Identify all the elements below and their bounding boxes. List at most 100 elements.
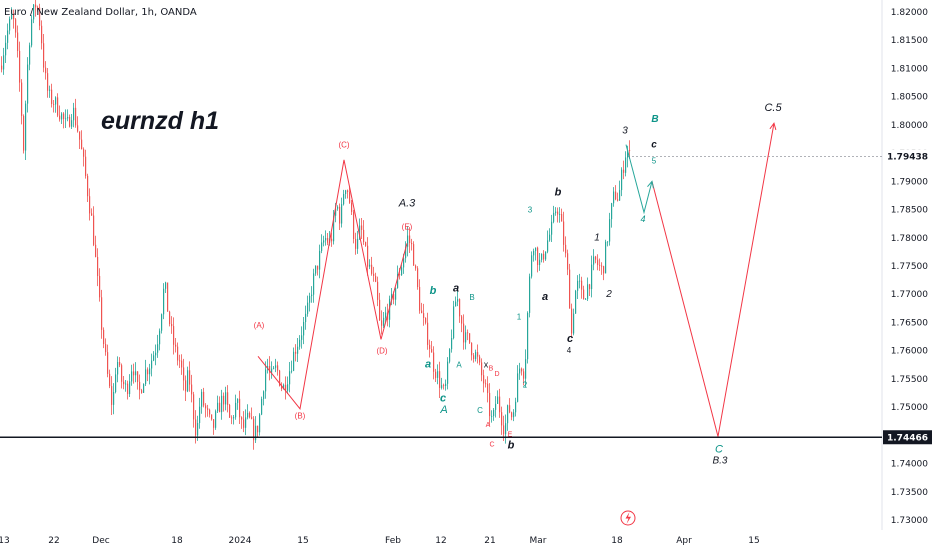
candle-body — [273, 367, 275, 369]
candle-body — [501, 412, 503, 426]
x-tick-label: 18 — [611, 536, 623, 546]
candle-body — [241, 417, 243, 420]
candle-body — [585, 298, 587, 300]
candle-body — [307, 302, 309, 314]
candle-body — [285, 384, 287, 391]
y-tick-label: 1.75500 — [891, 375, 928, 385]
y-tick-label: 1.77500 — [891, 262, 928, 272]
candle-body — [535, 247, 537, 251]
candle-body — [121, 365, 123, 382]
candle-body — [543, 253, 545, 260]
candle-body — [459, 299, 461, 317]
candle-body — [71, 120, 73, 127]
wave-label: C — [477, 406, 483, 415]
candle-body — [145, 369, 147, 385]
candle-body — [199, 406, 201, 424]
y-tick-label: 1.80500 — [891, 93, 928, 103]
x-tick-label: 2024 — [229, 536, 252, 546]
candle-body — [533, 250, 535, 256]
candle-body — [493, 409, 495, 416]
candle-body — [361, 225, 363, 230]
wave-label: B — [651, 114, 658, 125]
wave-label: a — [453, 282, 459, 294]
candle-body — [251, 417, 253, 419]
candle-body — [143, 384, 145, 393]
candle-body — [269, 365, 271, 373]
candle-body — [471, 342, 473, 356]
candle-body — [259, 414, 261, 433]
candle-body — [41, 25, 43, 44]
x-tick-label: Mar — [530, 536, 547, 546]
wave-label: (E) — [402, 222, 413, 231]
candle-body — [257, 425, 259, 433]
candle-body — [243, 419, 245, 428]
wave-label: 1 — [594, 233, 600, 244]
candle-body — [209, 409, 211, 415]
y-tick-label: 1.75000 — [891, 403, 928, 413]
candle-body — [195, 419, 197, 436]
candle-body — [107, 352, 109, 374]
candle-body — [325, 238, 327, 241]
wave-label: 5 — [652, 156, 657, 165]
candle-body — [367, 245, 369, 267]
candle-body — [303, 322, 305, 336]
candle-body — [569, 269, 571, 309]
candle-body — [331, 238, 333, 242]
candle-body — [167, 282, 169, 312]
candle-body — [67, 117, 69, 119]
candle-body — [337, 206, 339, 209]
candle-body — [371, 264, 373, 274]
candle-body — [149, 368, 151, 375]
x-tick-label: 15 — [748, 536, 759, 546]
candle-body — [539, 259, 541, 266]
candle-body — [491, 415, 493, 417]
wave-label: b — [508, 439, 515, 451]
lightning-icon[interactable] — [620, 510, 636, 526]
candle-body — [17, 32, 19, 51]
current-price-tag — [883, 149, 932, 164]
y-tick-label: 1.79000 — [891, 177, 928, 187]
wave-label: a — [542, 291, 548, 303]
candle-body — [43, 43, 45, 68]
candle-body — [623, 169, 625, 173]
y-tick-label: 1.80000 — [891, 121, 928, 131]
x-tick-label: 12 — [435, 536, 446, 546]
candle-body — [109, 373, 111, 387]
x-tick-label: 18 — [171, 536, 183, 546]
candle-body — [221, 395, 223, 413]
candle-body — [235, 402, 237, 418]
candle-body — [333, 215, 335, 242]
candle-body — [83, 149, 85, 157]
y-tick-label: 1.74000 — [891, 460, 928, 470]
wave-label: a — [425, 359, 431, 371]
candle-body — [495, 403, 497, 410]
candle-body — [545, 251, 547, 260]
candle-body — [525, 359, 527, 379]
candle-body — [181, 360, 183, 368]
x-tick-label: 13 — [0, 536, 10, 546]
candle-body — [499, 396, 501, 413]
candle-body — [211, 414, 213, 420]
candle-body — [509, 405, 511, 413]
candle-body — [253, 418, 255, 441]
candle-body — [9, 18, 11, 31]
wave-label: A — [439, 404, 447, 416]
candle-body — [79, 131, 81, 140]
candle-body — [315, 265, 317, 274]
candle-body — [255, 425, 257, 441]
candle-body — [421, 310, 423, 314]
candle-body — [5, 42, 7, 56]
candle-body — [445, 383, 447, 386]
candle-body — [599, 265, 601, 266]
candle-body — [275, 365, 277, 368]
candle-body — [591, 264, 593, 290]
candle-body — [513, 412, 515, 418]
candle-body — [323, 240, 325, 243]
candle-body — [225, 392, 227, 405]
candle-body — [597, 259, 599, 266]
candle-body — [475, 352, 477, 359]
candle-body — [93, 215, 95, 245]
candle-body — [7, 30, 9, 43]
candle-body — [405, 246, 407, 259]
